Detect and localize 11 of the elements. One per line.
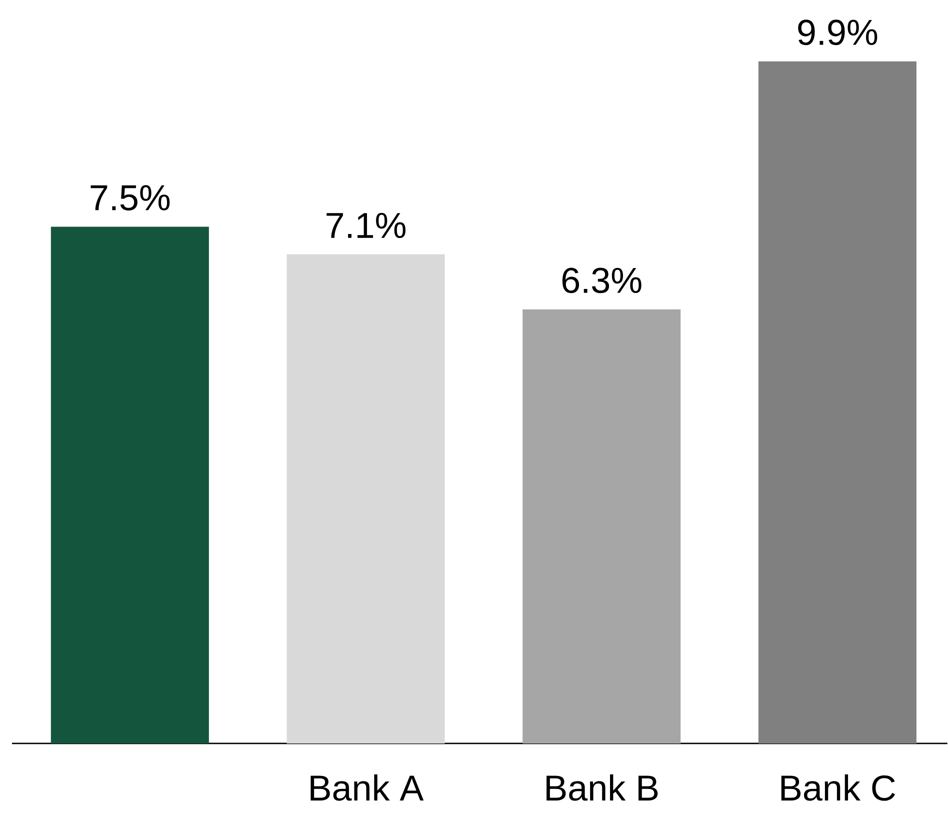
- x-tick-label: Bank A: [310, 774, 424, 801]
- data-label: 7.1%: [326, 212, 406, 238]
- bar: [758, 61, 916, 744]
- bar: [286, 254, 445, 744]
- data-label: 6.3%: [562, 268, 642, 294]
- data-label: 9.9%: [798, 20, 878, 46]
- bar: [522, 310, 681, 744]
- x-tick-label: Bank C: [781, 774, 896, 801]
- bar: [50, 226, 209, 744]
- data-label: 7.5%: [90, 185, 170, 211]
- x-tick-label: Bank B: [546, 774, 658, 801]
